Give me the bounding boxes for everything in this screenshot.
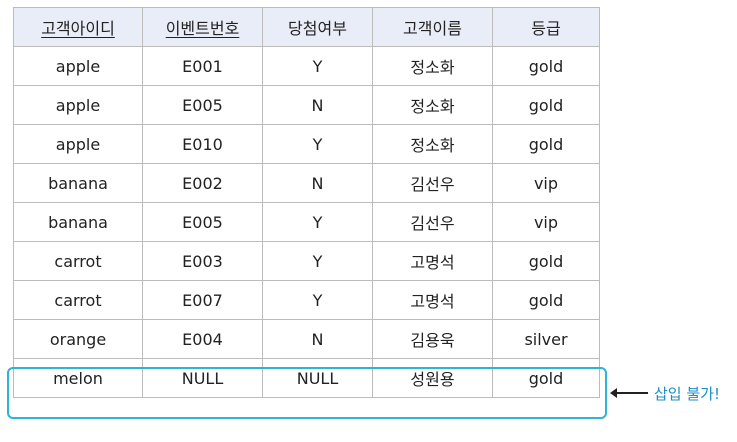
cell-grade: vip xyxy=(492,163,600,203)
cell-customer-id: apple xyxy=(13,85,143,125)
table-row: apple E005 N 정소화 gold xyxy=(13,85,600,125)
cell-event-number: E007 xyxy=(142,280,263,320)
cell-customer-id: orange xyxy=(13,319,143,359)
cell-grade: gold xyxy=(492,280,600,320)
cell-won-status: Y xyxy=(262,124,373,164)
table-row: banana E005 Y 김선우 vip xyxy=(13,202,600,242)
cell-grade: silver xyxy=(492,319,600,359)
cell-customer-id: apple xyxy=(13,124,143,164)
header-customer-id: 고객아이디 xyxy=(13,7,143,47)
table-row: apple E010 Y 정소화 gold xyxy=(13,124,600,164)
cell-grade: gold xyxy=(492,124,600,164)
table-row: carrot E007 Y 고명석 gold xyxy=(13,280,600,320)
cell-customer-name: 김선우 xyxy=(372,202,493,242)
cell-event-number: E001 xyxy=(142,46,263,86)
cell-grade: gold xyxy=(492,358,600,398)
table-row: apple E001 Y 정소화 gold xyxy=(13,46,600,86)
cell-customer-id: banana xyxy=(13,163,143,203)
cell-won-status: Y xyxy=(262,280,373,320)
cell-customer-name: 고명석 xyxy=(372,280,493,320)
cell-grade: gold xyxy=(492,85,600,125)
cell-event-number: E010 xyxy=(142,124,263,164)
cell-won-status: Y xyxy=(262,46,373,86)
cell-customer-name: 정소화 xyxy=(372,124,493,164)
cell-event-number: E005 xyxy=(142,202,263,242)
cell-grade: gold xyxy=(492,46,600,86)
table-row: carrot E003 Y 고명석 gold xyxy=(13,241,600,281)
cell-customer-name: 정소화 xyxy=(372,85,493,125)
cell-won-status: Y xyxy=(262,241,373,281)
cell-event-number: E004 xyxy=(142,319,263,359)
cell-won-status: NULL xyxy=(262,358,373,398)
cell-customer-id: melon xyxy=(13,358,143,398)
left-arrow-icon xyxy=(610,388,648,398)
cell-won-status: Y xyxy=(262,202,373,242)
header-event-number: 이벤트번호 xyxy=(142,7,263,47)
cell-grade: vip xyxy=(492,202,600,242)
cell-won-status: N xyxy=(262,319,373,359)
cell-customer-id: banana xyxy=(13,202,143,242)
cell-won-status: N xyxy=(262,85,373,125)
cell-customer-name: 김선우 xyxy=(372,163,493,203)
cell-customer-name: 고명석 xyxy=(372,241,493,281)
cell-event-number: NULL xyxy=(142,358,263,398)
table-row: orange E004 N 김용욱 silver xyxy=(13,319,600,359)
cell-event-number: E002 xyxy=(142,163,263,203)
cell-event-number: E005 xyxy=(142,85,263,125)
table-header-row: 고객아이디 이벤트번호 당첨여부 고객이름 등급 xyxy=(13,7,600,47)
event-participation-table-container: 고객아이디 이벤트번호 당첨여부 고객이름 등급 apple E001 Y 정소… xyxy=(13,7,600,398)
cell-customer-id: carrot xyxy=(13,241,143,281)
cell-customer-name: 성원용 xyxy=(372,358,493,398)
cell-grade: gold xyxy=(492,241,600,281)
cell-customer-id: carrot xyxy=(13,280,143,320)
table-row-rejected: melon NULL NULL 성원용 gold xyxy=(13,358,600,398)
insert-rejected-annotation: 삽입 불가! xyxy=(610,383,720,403)
annotation-label: 삽입 불가! xyxy=(654,384,720,403)
header-customer-name: 고객이름 xyxy=(372,7,493,47)
cell-won-status: N xyxy=(262,163,373,203)
cell-event-number: E003 xyxy=(142,241,263,281)
table-row: banana E002 N 김선우 vip xyxy=(13,163,600,203)
event-participation-table: 고객아이디 이벤트번호 당첨여부 고객이름 등급 apple E001 Y 정소… xyxy=(13,7,600,398)
cell-customer-name: 정소화 xyxy=(372,46,493,86)
header-won-status: 당첨여부 xyxy=(262,7,373,47)
header-grade: 등급 xyxy=(492,7,600,47)
cell-customer-name: 김용욱 xyxy=(372,319,493,359)
cell-customer-id: apple xyxy=(13,46,143,86)
